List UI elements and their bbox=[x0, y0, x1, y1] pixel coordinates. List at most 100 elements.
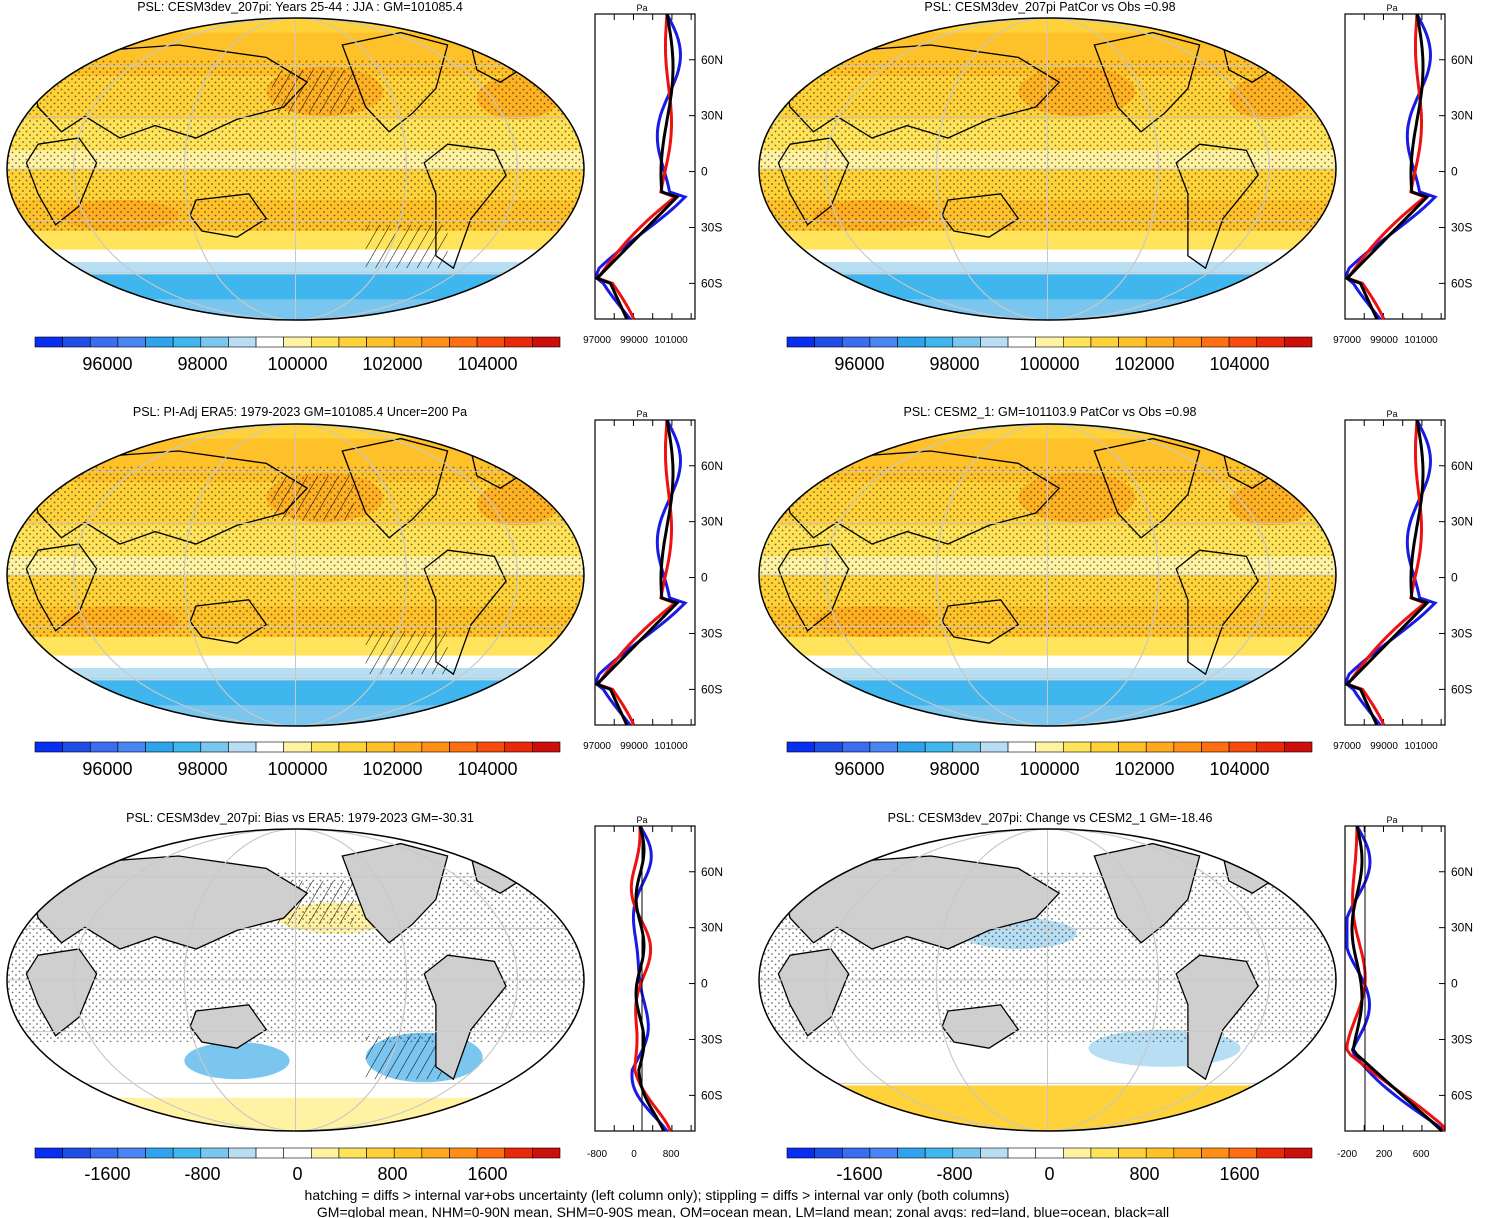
colorbar-segment bbox=[1256, 336, 1285, 348]
colorbar-tick-label: 96000 bbox=[834, 759, 884, 779]
colorbar-segment bbox=[228, 741, 257, 753]
graticule-line bbox=[935, 829, 1160, 1131]
colorbar-segment bbox=[62, 741, 91, 753]
colorbar-segment bbox=[1145, 741, 1175, 753]
profile-lat-label: 30S bbox=[1451, 1032, 1472, 1046]
colorbar-segment bbox=[1145, 1147, 1175, 1159]
colorbar-tick-label: 102000 bbox=[1114, 759, 1174, 779]
colorbar-tick-label: 0 bbox=[292, 1164, 302, 1184]
colorbar-segment bbox=[34, 1147, 63, 1159]
profile-lat-label: 30S bbox=[1451, 626, 1472, 640]
profile-land-curve bbox=[629, 826, 673, 1132]
colorbar-segment bbox=[952, 336, 981, 348]
profile-x-tick-label: 800 bbox=[663, 1149, 680, 1160]
colorbar-segment bbox=[897, 741, 926, 753]
colorbar-segment bbox=[366, 336, 395, 348]
colorbar-segment bbox=[1090, 741, 1119, 753]
profile-lat-label: 30S bbox=[701, 626, 722, 640]
profile-x-tick-label: 101000 bbox=[654, 741, 688, 752]
graticule-line bbox=[824, 18, 1271, 320]
colorbar-segment bbox=[786, 1147, 815, 1159]
colorbar-segment bbox=[1090, 1147, 1119, 1159]
profile-unit: Pa bbox=[636, 3, 647, 13]
panel-title: PSL: CESM3dev_207pi: Change vs CESM2_1 G… bbox=[888, 811, 1213, 825]
colorbar-segment bbox=[980, 741, 1009, 753]
colorbar-segment bbox=[117, 336, 146, 348]
panel-5: PSL: CESM3dev_207pi: Bias vs ERA5: 1979-… bbox=[6, 811, 723, 1184]
continent-outline bbox=[1093, 437, 1201, 539]
profile-lat-label: 60N bbox=[701, 865, 723, 879]
colorbar-segment bbox=[1035, 336, 1064, 348]
profile-lat-label: 60S bbox=[701, 276, 722, 290]
profile-ocean-curve bbox=[630, 825, 669, 1132]
profile-all-curve bbox=[634, 825, 666, 1132]
colorbar-segment bbox=[476, 1147, 506, 1159]
colorbar-segment bbox=[1173, 1147, 1202, 1159]
colorbar-tick-label: 102000 bbox=[1114, 354, 1174, 374]
colorbar-segment bbox=[1145, 336, 1175, 348]
colorbar-segment bbox=[1173, 336, 1202, 348]
colorbar-segment bbox=[283, 1147, 312, 1159]
colorbar-segment bbox=[1201, 741, 1230, 753]
profile-lat-label: 30N bbox=[701, 921, 723, 935]
colorbar-segment bbox=[1201, 336, 1230, 348]
panel-title: PSL: PI-Adj ERA5: 1979-2023 GM=101085.4 … bbox=[133, 405, 467, 419]
colorbar-segment bbox=[311, 741, 340, 753]
colorbar-tick-label: 800 bbox=[1130, 1164, 1160, 1184]
profile-x-tick-label: 101000 bbox=[654, 335, 688, 346]
panel-title: PSL: CESM3dev_207pi: Years 25-44 : JJA :… bbox=[137, 0, 463, 14]
graticule-line bbox=[183, 829, 408, 1131]
colorbar-segment bbox=[1063, 336, 1092, 348]
profile-lat-label: 60S bbox=[1451, 1088, 1472, 1102]
colorbar-segment bbox=[145, 336, 174, 348]
profile-x-tick-label: 99000 bbox=[620, 335, 648, 346]
colorbar-tick-label: -800 bbox=[184, 1164, 220, 1184]
colorbar-segment bbox=[1090, 336, 1119, 348]
colorbar-segment bbox=[476, 336, 506, 348]
zonal-profile-frame bbox=[594, 825, 696, 1132]
footer-line-1: hatching = diffs > internal var+obs unce… bbox=[305, 1187, 1010, 1203]
colorbar-tick-label: 0 bbox=[1044, 1164, 1054, 1184]
map-border bbox=[6, 828, 585, 1132]
profile-lat-label: 60S bbox=[701, 1088, 722, 1102]
graticule-line bbox=[935, 424, 1160, 726]
colorbar-segment bbox=[393, 336, 423, 348]
profile-lat-label: 30S bbox=[701, 1032, 722, 1046]
colorbar-tick-label: 104000 bbox=[1210, 354, 1270, 374]
negative-bias-region bbox=[184, 1042, 290, 1080]
colorbar-segment bbox=[89, 336, 119, 348]
profile-unit: Pa bbox=[1386, 815, 1397, 825]
colorbar-tick-label: 96000 bbox=[82, 759, 132, 779]
colorbar-segment bbox=[897, 1147, 926, 1159]
continent-outline bbox=[783, 855, 1061, 950]
colorbar-tick-label: 96000 bbox=[834, 354, 884, 374]
profile-lat-label: 60N bbox=[701, 53, 723, 67]
colorbar-segment bbox=[1228, 741, 1258, 753]
continent-outline bbox=[1175, 549, 1259, 676]
map-field bbox=[7, 18, 584, 320]
profile-x-tick-label: 97000 bbox=[583, 741, 611, 752]
colorbar-segment bbox=[841, 741, 871, 753]
colorbar-segment bbox=[255, 336, 284, 348]
profile-x-tick-label: 99000 bbox=[1370, 335, 1398, 346]
colorbar-segment bbox=[283, 336, 312, 348]
colorbar-segment bbox=[1007, 741, 1036, 753]
colorbar-segment bbox=[869, 741, 898, 753]
colorbar-segment bbox=[421, 741, 450, 753]
graticule-line bbox=[183, 424, 408, 726]
continent-outline bbox=[1093, 31, 1201, 133]
colorbar-tick-label: 800 bbox=[378, 1164, 408, 1184]
profile-lat-label: 60S bbox=[1451, 276, 1472, 290]
profile-lat-label: 30S bbox=[1451, 220, 1472, 234]
colorbar-tick-label: 98000 bbox=[929, 759, 979, 779]
colorbar-segment bbox=[449, 336, 478, 348]
profile-ocean-curve bbox=[1345, 825, 1445, 1133]
map-border bbox=[758, 17, 1337, 321]
graticule-line bbox=[72, 829, 519, 1131]
panel-title: PSL: CESM3dev_207pi: Bias vs ERA5: 1979-… bbox=[126, 811, 474, 825]
colorbar-segment bbox=[172, 1147, 202, 1159]
profile-x-tick-label: 0 bbox=[631, 1149, 637, 1160]
profile-x-tick-label: 99000 bbox=[620, 741, 648, 752]
profile-lat-label: 0 bbox=[701, 165, 708, 179]
colorbar-segment bbox=[1284, 336, 1313, 348]
